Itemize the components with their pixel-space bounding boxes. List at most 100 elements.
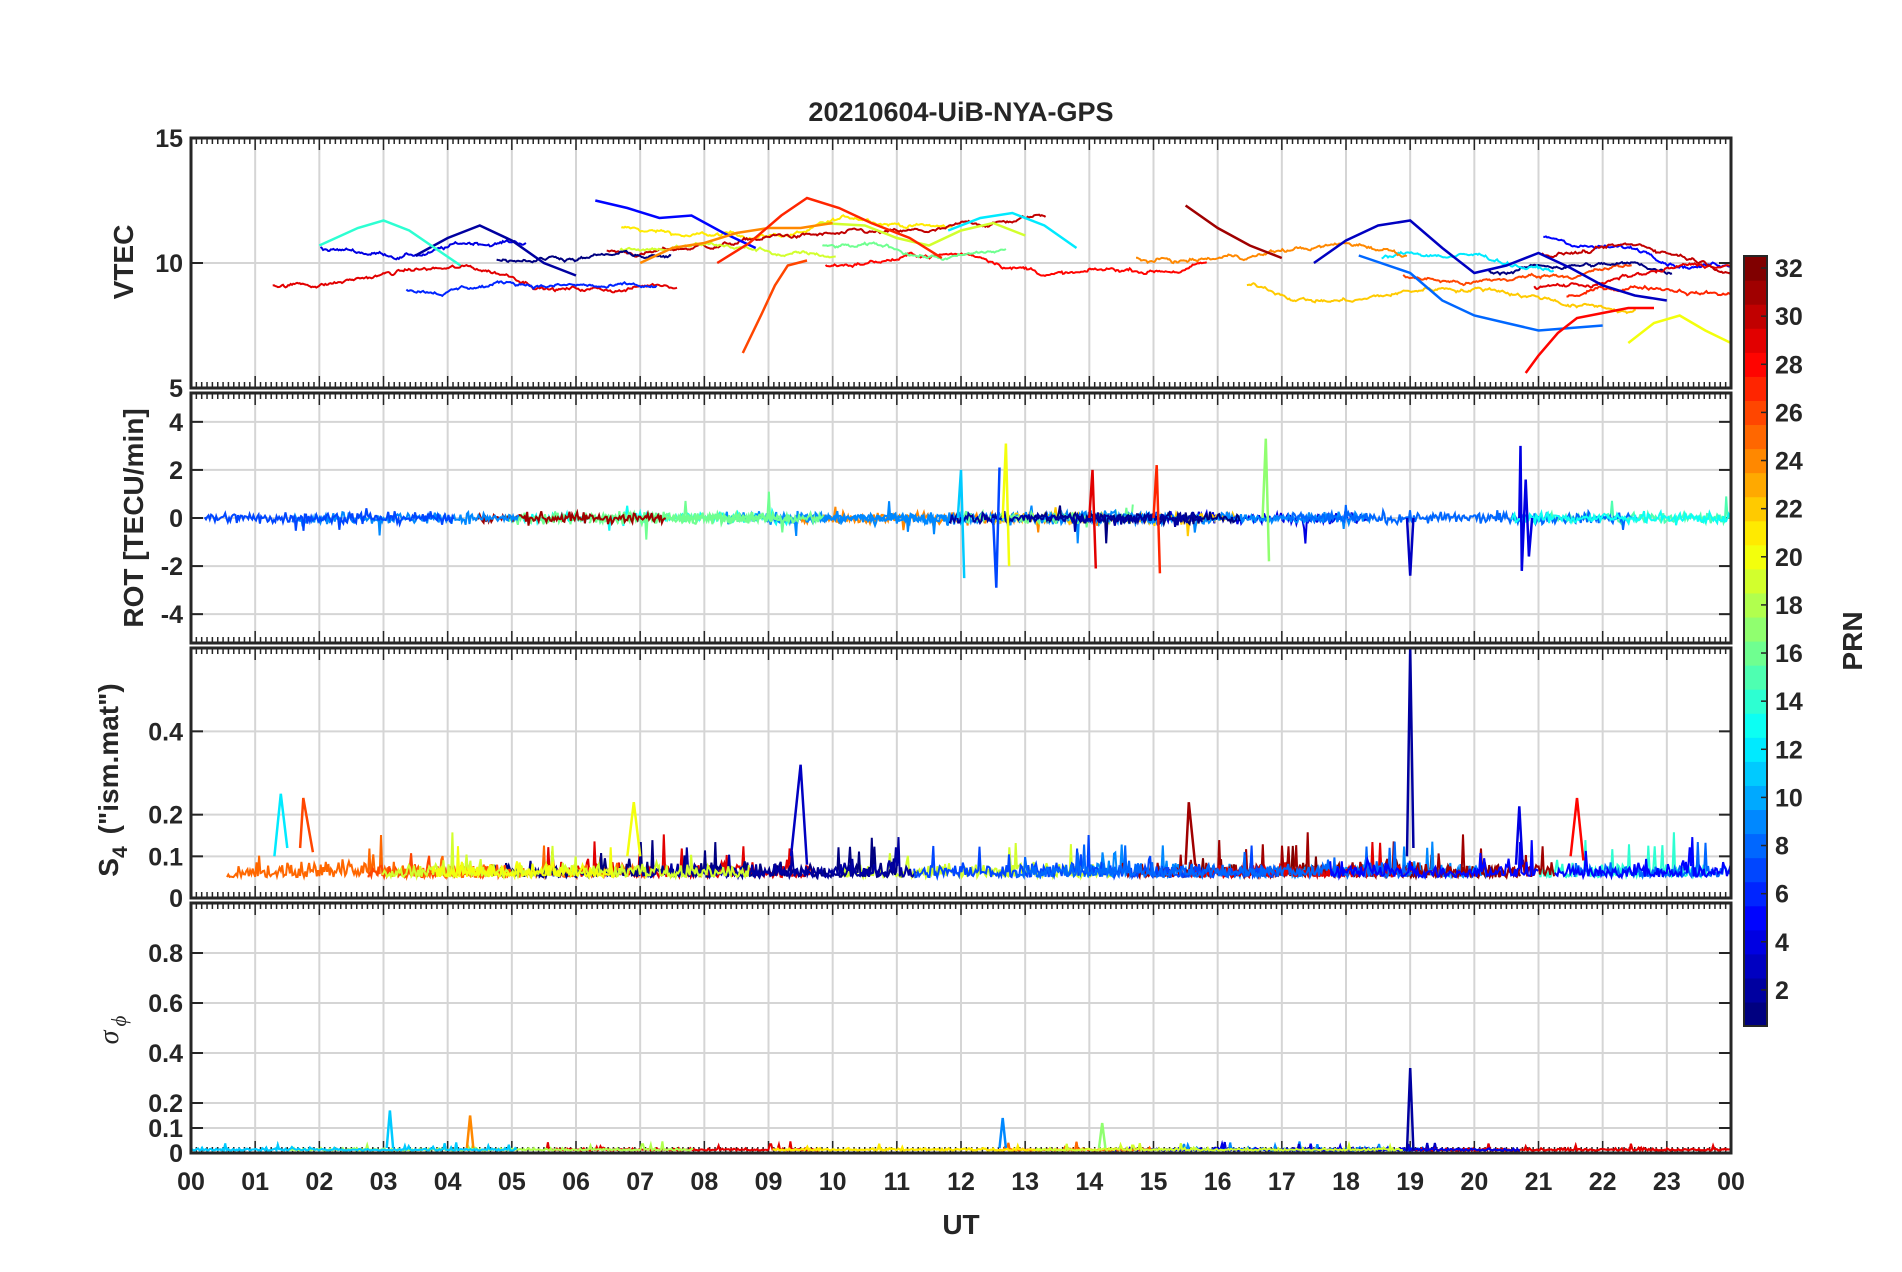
- series-line-prn-3: [789, 764, 809, 865]
- colorbar-segment: [1744, 472, 1767, 498]
- prn-noise-trace: [606, 213, 1047, 258]
- s4-series: [226, 648, 1731, 881]
- prn-noise-trace: [1554, 837, 1731, 881]
- prn-noise-trace: [475, 508, 667, 527]
- colorbar-tick-label: 22: [1775, 496, 1803, 524]
- colorbar-segment: [1744, 1001, 1767, 1027]
- colorbar-segment: [1744, 833, 1767, 859]
- colorbar-tick-label: 18: [1775, 592, 1803, 620]
- y-tick-label: 5: [169, 375, 183, 403]
- x-axis-label: UT: [942, 1209, 979, 1240]
- y-tick-label: -2: [161, 553, 183, 581]
- x-tick-label: 14: [1075, 1168, 1103, 1196]
- y-tick-label: 0.2: [148, 1090, 183, 1118]
- colorbar-tick-label: 30: [1775, 303, 1803, 331]
- colorbar-segment: [1744, 376, 1767, 401]
- x-tick-label: 12: [947, 1168, 975, 1196]
- y-tick-label: 4: [169, 409, 183, 437]
- colorbar-segment: [1744, 280, 1767, 305]
- colorbar-segment: [1744, 424, 1767, 450]
- x-tick-label: 18: [1332, 1168, 1360, 1196]
- s4-ylabel: S4 ("ism.mat"): [93, 683, 132, 876]
- series-line-prn-2: [1405, 648, 1415, 857]
- prn-noise-trace: [1566, 284, 1731, 298]
- colorbar-segment: [1744, 761, 1767, 786]
- colorbar-segment: [1744, 953, 1767, 979]
- prn-noise-trace: [431, 846, 616, 881]
- vtec-axes-frame: [189, 136, 1733, 390]
- colorbar-segment: [1744, 737, 1767, 762]
- colorbar-segment: [1744, 929, 1767, 955]
- colorbar-tick-label: 6: [1775, 881, 1789, 909]
- series-line-prn-12: [273, 793, 289, 857]
- colorbar-segment: [1744, 448, 1767, 474]
- series-line-prn-2: [415, 224, 577, 277]
- rot-ylabel: ROT [TECU/min]: [118, 408, 149, 627]
- colorbar-segment: [1744, 809, 1767, 835]
- x-tick-label: 13: [1011, 1168, 1039, 1196]
- series-line-prn-31: [1184, 802, 1197, 865]
- y-tick-label: 0.8: [148, 940, 183, 968]
- x-tick-label: 21: [1525, 1168, 1553, 1196]
- y-tick-label: 10: [155, 250, 183, 278]
- prn-noise-trace: [203, 508, 455, 531]
- colorbar-segment: [1744, 857, 1767, 883]
- colorbar-segment: [1744, 977, 1767, 1003]
- series-line-prn-19: [819, 221, 1026, 247]
- series-line-prn-4: [1518, 445, 1534, 571]
- colorbar-frame: [1743, 255, 1768, 1027]
- s4-axes-frame: [189, 646, 1733, 900]
- colorbar-segment: [1744, 256, 1767, 281]
- prn-noise-trace: [1329, 840, 1539, 881]
- sigma-phi-panel: 00.10.2 0.4 0.6 0.8 σϕ: [94, 901, 1733, 1168]
- prn-noise-trace: [1510, 508, 1731, 527]
- sigma-phi-ylabel: σϕ: [94, 1016, 131, 1045]
- series-line-prn-11: [385, 1110, 395, 1149]
- y-tick-label: 0.4: [148, 718, 183, 746]
- y-tick-label: -4: [161, 601, 183, 629]
- colorbar-segment: [1744, 544, 1767, 570]
- colorbar-segment: [1744, 713, 1767, 738]
- prn-noise-trace: [405, 280, 658, 298]
- x-tick-label: 00: [1717, 1168, 1745, 1196]
- colorbar-segment: [1744, 785, 1767, 811]
- s4-yticks: 0 0.1 0.2 0.4: [148, 718, 183, 913]
- colorbar-segment: [1744, 496, 1767, 522]
- sigma-phi-yticks: 00.10.2 0.4 0.6 0.8: [148, 940, 183, 1168]
- colorbar-tick-label: 12: [1775, 736, 1803, 764]
- s4-ylabel-rest: ("ism.mat"): [93, 683, 124, 834]
- y-tick-label: 0: [169, 505, 183, 533]
- colorbar-segment: [1744, 592, 1767, 618]
- x-tick-label: 16: [1204, 1168, 1232, 1196]
- colorbar-segment: [1744, 689, 1767, 714]
- series-line-prn-14: [318, 219, 462, 267]
- prn-noise-trace: [1035, 1140, 1404, 1153]
- colorbar-tick-label: 14: [1775, 688, 1803, 716]
- colorbar-segments: [1744, 256, 1767, 1027]
- prn-noise-trace: [1533, 262, 1731, 291]
- series-line-prn-17: [1261, 438, 1271, 562]
- colorbar-segment: [1744, 881, 1767, 907]
- prn-noise-trace: [319, 239, 527, 261]
- rot-series: [203, 438, 1731, 588]
- rot-panel: -4 -2 0 2 4 ROT [TECU/min]: [118, 391, 1733, 645]
- colorbar-tick-label: 26: [1775, 399, 1803, 427]
- series-line-prn-28: [1524, 306, 1654, 374]
- sigma-phi-axes-frame: [189, 901, 1733, 1155]
- x-tick-label: 17: [1268, 1168, 1296, 1196]
- series-line-prn-20: [626, 802, 642, 857]
- series-line-prn-12: [947, 211, 1078, 250]
- sigma-symbol: σ: [94, 1029, 125, 1044]
- colorbar-tick-label: 2: [1775, 977, 1789, 1005]
- colorbar-tick-label: 28: [1775, 351, 1803, 379]
- y-tick-label: 2: [169, 457, 183, 485]
- prn-noise-trace: [772, 1142, 1040, 1153]
- sigma-phi-grid: [190, 903, 1732, 1154]
- y-tick-label: 0.4: [148, 1040, 183, 1068]
- series-line-prn-11: [956, 469, 966, 579]
- colorbar-segment: [1744, 641, 1767, 666]
- s4-panel: 0 0.1 0.2 0.4 S4 ("ism.mat"): [93, 646, 1733, 913]
- y-tick-label: 0.1: [148, 1115, 183, 1143]
- series-line-prn-20: [1627, 314, 1731, 345]
